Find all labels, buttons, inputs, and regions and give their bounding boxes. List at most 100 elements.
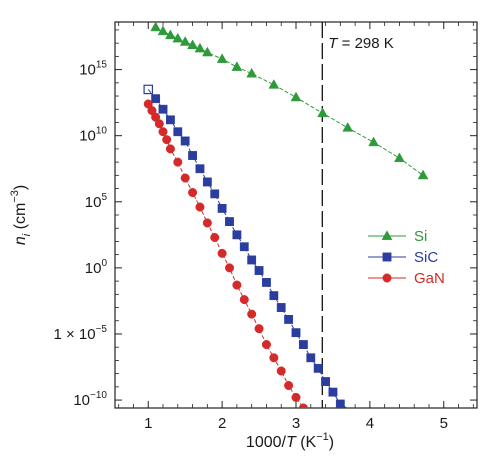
- data-point-sic: [165, 115, 175, 125]
- data-point-gan: [180, 173, 190, 183]
- data-point-sic: [158, 104, 168, 114]
- data-point-si: [157, 25, 169, 36]
- data-point-si: [268, 79, 280, 89]
- data-point-sic: [217, 203, 227, 213]
- data-point-sic: [239, 242, 249, 252]
- data-point-si: [172, 32, 184, 43]
- data-point-gan: [165, 144, 175, 154]
- series-group: [143, 22, 429, 430]
- y-tick-label: 100: [85, 258, 108, 277]
- data-point-gan: [217, 248, 227, 258]
- data-point-sic: [284, 315, 294, 324]
- data-point-sic: [225, 217, 234, 227]
- data-point-sic: [210, 189, 220, 199]
- legend-label-sic: SiC: [414, 249, 438, 266]
- data-point-gan: [284, 381, 294, 391]
- data-point-sic: [202, 177, 212, 187]
- data-point-gan: [188, 188, 198, 198]
- x-tick-label: 3: [292, 415, 300, 432]
- data-point-si: [317, 107, 328, 118]
- data-point-sic: [254, 266, 264, 275]
- data-point-sic: [306, 353, 316, 363]
- legend-item-si: Si: [368, 228, 427, 245]
- data-point-gan: [162, 135, 172, 145]
- axis-ticks: 1 2 3 4 5 1015 1010 105 100 1 × 10−5 10−10: [53, 22, 477, 432]
- data-point-si: [179, 36, 191, 46]
- data-point-gan: [210, 232, 220, 242]
- data-point-si: [150, 22, 161, 32]
- x-tick-label: 2: [218, 415, 226, 432]
- data-point-sic: [351, 409, 359, 417]
- data-point-si: [290, 91, 302, 102]
- data-point-gan: [314, 421, 323, 430]
- axis-titles: 1000/T (K−1) ni (cm−3): [9, 185, 334, 451]
- data-point-sic: [298, 340, 308, 349]
- data-point-gan: [154, 119, 164, 129]
- data-point-si: [342, 122, 354, 132]
- data-point-si: [417, 169, 429, 180]
- data-point-si: [394, 152, 405, 163]
- data-point-si: [187, 39, 198, 50]
- data-point-sic: [291, 328, 301, 338]
- data-point-sic: [262, 278, 271, 287]
- data-point-gan: [291, 392, 301, 402]
- data-point-sic: [335, 399, 345, 408]
- y-tick-label: 1015: [79, 60, 107, 79]
- legend-item-gan: GaN: [368, 270, 445, 287]
- series-si: [150, 22, 429, 180]
- legend-marker-si: [381, 230, 393, 240]
- x-axis-title: 1000/T (K−1): [246, 431, 334, 451]
- data-point-si: [216, 53, 228, 63]
- legend-item-sic: SiC: [368, 249, 438, 266]
- data-point-sic: [313, 363, 323, 373]
- x-tick-label: 4: [366, 415, 374, 432]
- series-line-gan: [147, 103, 305, 408]
- data-point-sic: [321, 377, 330, 386]
- data-point-gan: [202, 218, 212, 228]
- y-tick-label: 10−10: [73, 390, 107, 409]
- x-tick-label: 5: [440, 415, 448, 432]
- data-point-si: [201, 46, 213, 57]
- reference-line-group: T = 298 K: [321, 22, 394, 408]
- data-point-sic: [195, 164, 205, 174]
- data-point-gan: [195, 202, 205, 212]
- data-point-sic: [232, 230, 242, 240]
- legend-marker-gan: [382, 273, 392, 283]
- data-point-sic: [328, 387, 338, 397]
- legend: Si SiC GaN: [368, 228, 445, 287]
- y-tick-label: 105: [85, 192, 108, 211]
- data-point-sic: [151, 94, 161, 104]
- data-point-si: [368, 136, 379, 147]
- data-point-gan: [276, 366, 286, 376]
- data-point-gan: [173, 157, 183, 167]
- data-point-gan: [247, 309, 257, 319]
- y-tick-label: 1 × 10−5: [53, 324, 107, 343]
- legend-label-gan: GaN: [414, 270, 445, 287]
- data-point-gan: [261, 340, 271, 350]
- data-point-si: [231, 61, 243, 71]
- data-point-sic: [276, 303, 286, 312]
- data-point-si: [165, 29, 176, 40]
- y-tick-label: 1010: [79, 126, 107, 145]
- data-point-gan: [224, 263, 235, 273]
- data-point-sic: [143, 84, 154, 95]
- data-point-gan: [307, 413, 316, 422]
- data-point-sic: [173, 127, 183, 137]
- data-point-gan: [254, 324, 264, 334]
- data-point-gan: [158, 127, 168, 137]
- data-point-gan: [269, 353, 279, 363]
- data-point-sic: [188, 151, 197, 160]
- data-point-gan: [232, 280, 242, 290]
- data-point-sic: [180, 136, 190, 146]
- data-point-si: [246, 67, 258, 78]
- data-point-sic: [247, 255, 257, 265]
- data-point-gan: [239, 295, 249, 305]
- data-point-gan: [298, 403, 308, 408]
- series-sic: [143, 84, 359, 417]
- series-line-sic: [147, 89, 348, 408]
- x-tick-label: 1: [144, 415, 152, 432]
- data-point-si: [194, 42, 206, 53]
- legend-label-si: Si: [414, 228, 427, 245]
- reference-line-label: T = 298 K: [328, 35, 393, 52]
